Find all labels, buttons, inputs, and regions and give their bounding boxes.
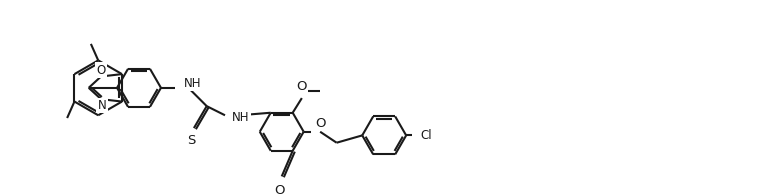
Text: O: O [97,64,106,77]
Text: O: O [296,80,307,93]
Text: O: O [274,184,285,196]
Text: N: N [97,99,106,112]
Text: S: S [187,134,195,147]
Text: NH: NH [184,77,201,90]
Text: O: O [315,117,326,130]
Text: Cl: Cl [421,129,432,142]
Text: NH: NH [233,111,250,124]
